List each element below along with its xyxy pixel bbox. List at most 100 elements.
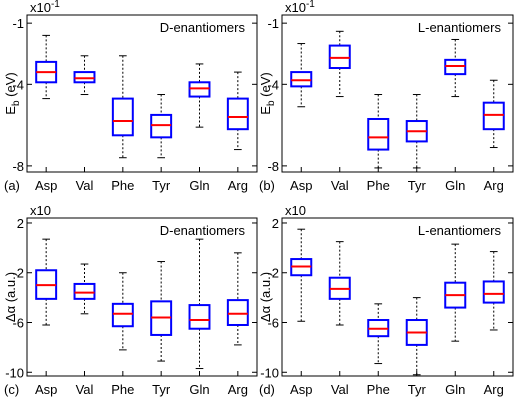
box-val bbox=[73, 263, 96, 315]
x-tick-label: Asp bbox=[35, 178, 57, 193]
y-axis-label: Eb (eV) bbox=[258, 72, 277, 114]
x-tick-label: Gln bbox=[189, 382, 209, 397]
box-val bbox=[328, 241, 351, 326]
y-tick-label: -6 bbox=[267, 316, 279, 331]
plot-frame bbox=[281, 14, 514, 173]
panel-label: (b) bbox=[259, 178, 275, 193]
panel-title: D-enantiomers bbox=[160, 223, 246, 238]
y-tick-label: -1 bbox=[12, 16, 24, 31]
x-tick-label: Asp bbox=[290, 382, 312, 397]
x-tick-label: Val bbox=[76, 382, 94, 397]
box-tyr bbox=[150, 94, 173, 159]
y-tick-label: -8 bbox=[267, 159, 279, 174]
plot-frame bbox=[281, 217, 514, 377]
iqr-box bbox=[226, 97, 249, 131]
panel-label: (c) bbox=[4, 382, 19, 397]
x-tick-label: Tyr bbox=[408, 382, 427, 397]
box-tyr bbox=[405, 297, 428, 376]
iqr-box bbox=[73, 71, 96, 84]
y-tick-label: 2 bbox=[272, 216, 279, 231]
y-axis-label: Δα (a.u.) bbox=[258, 272, 273, 322]
x-tick-label: Val bbox=[331, 382, 349, 397]
box-val bbox=[73, 55, 96, 96]
panel-label: (a) bbox=[4, 178, 20, 193]
iqr-box bbox=[482, 280, 505, 304]
panel-title: L-enantiomers bbox=[418, 20, 502, 35]
y-axis-label: Δα (a.u.) bbox=[3, 272, 18, 322]
box-asp bbox=[290, 228, 313, 322]
box-gln bbox=[188, 238, 211, 370]
y-tick-label: -10 bbox=[260, 365, 279, 380]
x-tick-label: Asp bbox=[35, 382, 57, 397]
box-gln bbox=[188, 63, 211, 128]
x-tick-label: Asp bbox=[290, 178, 312, 193]
iqr-box bbox=[482, 101, 505, 131]
panel-title: L-enantiomers bbox=[418, 223, 502, 238]
box-asp bbox=[290, 43, 313, 108]
iqr-box bbox=[444, 58, 467, 76]
y-tick-label: 2 bbox=[17, 216, 24, 231]
exponent-label: x10-1 bbox=[30, 0, 60, 15]
iqr-box bbox=[328, 44, 351, 70]
x-tick-label: Gln bbox=[445, 382, 465, 397]
x-tick-label: Arg bbox=[228, 178, 248, 193]
iqr-box bbox=[111, 97, 134, 137]
box-arg bbox=[482, 251, 505, 331]
iqr-box bbox=[111, 302, 134, 328]
box-phe bbox=[111, 55, 134, 159]
y-tick-label: -4 bbox=[267, 77, 279, 92]
y-tick-label: -10 bbox=[5, 365, 24, 380]
box-tyr bbox=[150, 261, 173, 362]
chart-panel-1: -8 -4 -1 Asp Val Phe Tyr Gln Arg D-enantiomers x10… bbox=[3, 0, 258, 193]
x-tick-label: Arg bbox=[484, 178, 504, 193]
box-phe bbox=[111, 272, 134, 351]
x-tick-label: Phe bbox=[367, 382, 390, 397]
x-tick-label: Tyr bbox=[152, 178, 171, 193]
y-tick-label: -8 bbox=[12, 159, 24, 174]
box-val bbox=[328, 30, 351, 98]
box-asp bbox=[35, 34, 58, 100]
iqr-box bbox=[367, 117, 390, 151]
x-tick-label: Val bbox=[331, 178, 349, 193]
panel-label: (d) bbox=[259, 382, 275, 397]
x-tick-label: Gln bbox=[189, 178, 209, 193]
x-tick-label: Phe bbox=[111, 382, 134, 397]
y-tick-label: -1 bbox=[267, 16, 279, 31]
x-tick-label: Phe bbox=[111, 178, 134, 193]
x-tick-label: Arg bbox=[228, 382, 248, 397]
box-gln bbox=[444, 38, 467, 98]
iqr-box bbox=[150, 113, 173, 139]
iqr-box bbox=[73, 282, 96, 300]
box-phe bbox=[367, 94, 390, 169]
chart-panel-2: -8 -4 -1 Asp Val Phe Tyr Gln Arg L-enantiomers x10… bbox=[258, 0, 514, 193]
box-arg bbox=[482, 79, 505, 149]
iqr-box bbox=[188, 81, 211, 98]
x-tick-label: Phe bbox=[367, 178, 390, 193]
y-axis-label: Eb (eV) bbox=[3, 72, 22, 114]
chart-panel-4: -10 -6 -2 2 Asp Val Phe Tyr Gln Arg L-enantiomers x… bbox=[258, 203, 514, 397]
x-tick-label: Gln bbox=[445, 178, 465, 193]
box-asp bbox=[35, 238, 58, 326]
panel-title: D-enantiomers bbox=[160, 20, 246, 35]
plot-frame bbox=[26, 217, 258, 377]
y-tick-label: -6 bbox=[12, 316, 24, 331]
plot-frame bbox=[26, 14, 258, 173]
y-tick-label: -4 bbox=[12, 77, 24, 92]
iqr-box bbox=[226, 299, 249, 326]
exponent-label: x10 bbox=[30, 203, 51, 218]
exponent-label: x10 bbox=[285, 203, 306, 218]
box-phe bbox=[367, 303, 390, 365]
box-arg bbox=[226, 71, 249, 151]
box-tyr bbox=[405, 94, 428, 169]
box-arg bbox=[226, 252, 249, 346]
x-tick-label: Tyr bbox=[152, 382, 171, 397]
x-tick-label: Arg bbox=[484, 382, 504, 397]
chart-panel-3: -10 -6 -2 2 Asp Val Phe Tyr Gln Arg D-enantiomers x… bbox=[3, 203, 258, 397]
iqr-box bbox=[188, 304, 211, 330]
x-tick-label: Val bbox=[76, 178, 94, 193]
iqr-box bbox=[290, 71, 313, 88]
y-tick-label: -2 bbox=[267, 266, 279, 281]
y-tick-label: -2 bbox=[12, 266, 24, 281]
box-gln bbox=[444, 243, 467, 342]
